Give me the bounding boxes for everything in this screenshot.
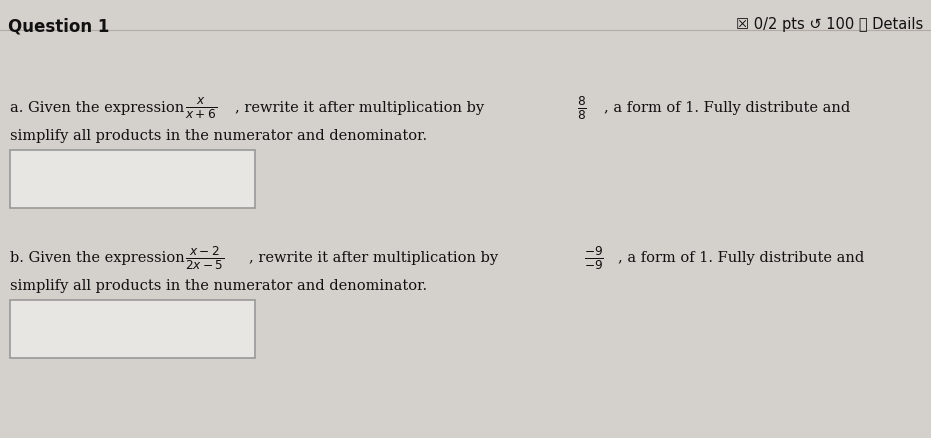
Text: $\frac{x}{x+6}$: $\frac{x}{x+6}$ bbox=[185, 95, 217, 120]
Text: ☒ 0/2 pts ↺ 100 ⓘ Details: ☒ 0/2 pts ↺ 100 ⓘ Details bbox=[735, 17, 923, 32]
Text: $\frac{-9}{-9}$: $\frac{-9}{-9}$ bbox=[584, 244, 604, 271]
Text: Question 1: Question 1 bbox=[8, 17, 109, 35]
Text: simplify all products in the numerator and denominator.: simplify all products in the numerator a… bbox=[10, 279, 427, 292]
Text: simplify all products in the numerator and denominator.: simplify all products in the numerator a… bbox=[10, 129, 427, 143]
Text: $\frac{8}{8}$: $\frac{8}{8}$ bbox=[577, 94, 587, 121]
Text: , a form of 1. Fully distribute and: , a form of 1. Fully distribute and bbox=[618, 251, 864, 265]
Text: $\frac{x-2}{2x-5}$: $\frac{x-2}{2x-5}$ bbox=[185, 244, 224, 271]
FancyBboxPatch shape bbox=[10, 300, 255, 358]
Text: b. Given the expression: b. Given the expression bbox=[10, 251, 189, 265]
Text: a. Given the expression: a. Given the expression bbox=[10, 101, 189, 115]
FancyBboxPatch shape bbox=[10, 151, 255, 208]
Text: , a form of 1. Fully distribute and: , a form of 1. Fully distribute and bbox=[604, 101, 850, 115]
Text: , rewrite it after multiplication by: , rewrite it after multiplication by bbox=[249, 251, 503, 265]
Text: , rewrite it after multiplication by: , rewrite it after multiplication by bbox=[235, 101, 489, 115]
